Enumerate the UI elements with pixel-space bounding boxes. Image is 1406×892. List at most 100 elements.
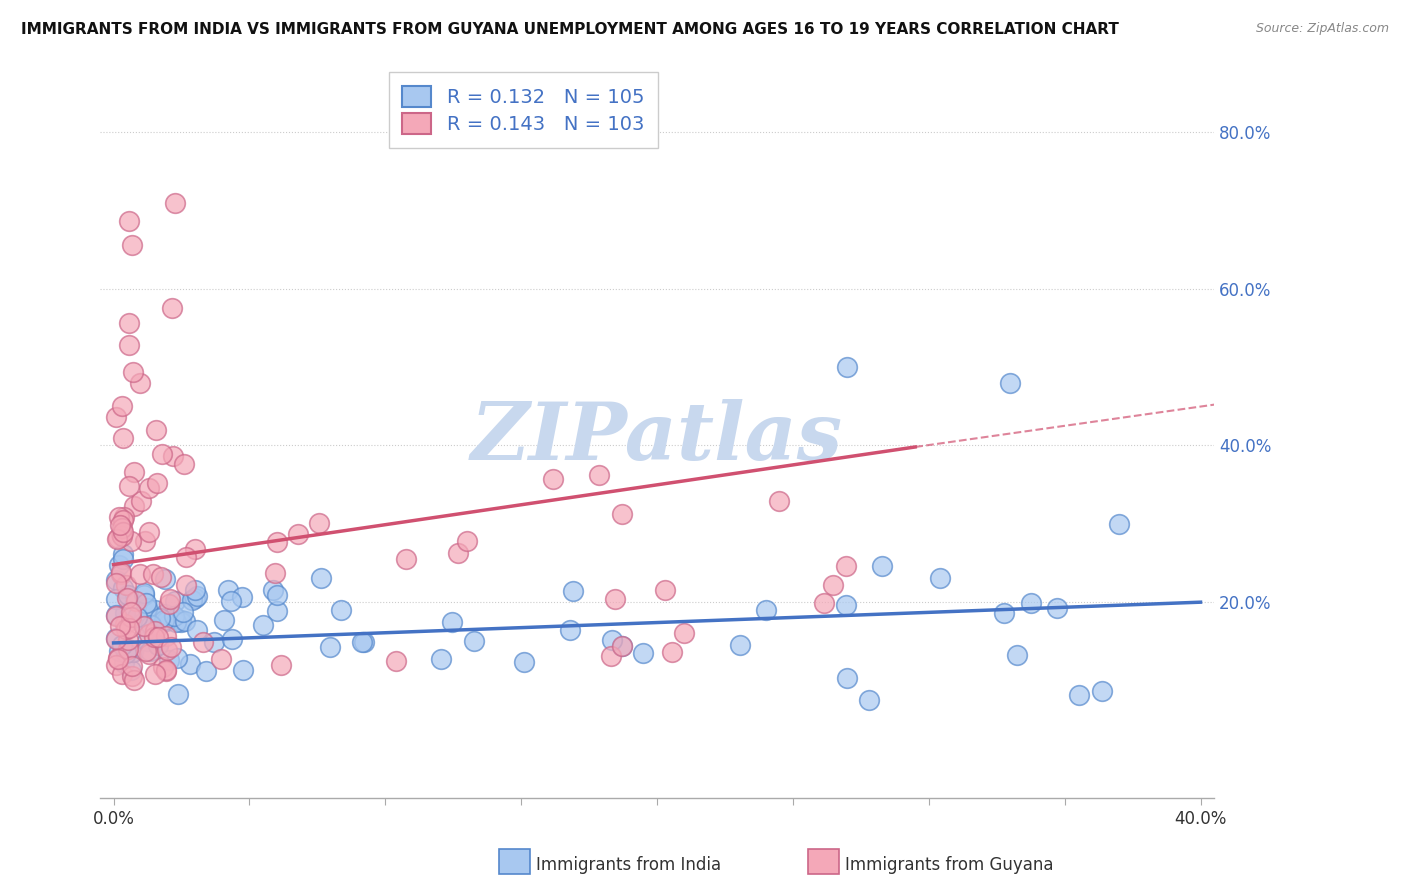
Point — [107, 652, 129, 666]
Point — [114, 646, 136, 660]
Point — [155, 614, 177, 628]
Point — [139, 618, 162, 632]
Point — [163, 608, 186, 623]
Point — [105, 409, 128, 424]
Point — [209, 652, 232, 666]
Point — [132, 586, 155, 600]
Point — [173, 457, 195, 471]
Point — [217, 583, 239, 598]
Point — [155, 629, 177, 643]
Point — [121, 237, 143, 252]
Point — [121, 645, 143, 659]
Point — [191, 635, 214, 649]
Point — [447, 546, 470, 560]
Point — [834, 598, 856, 612]
Point — [142, 566, 165, 581]
Point — [139, 643, 162, 657]
Point — [150, 570, 173, 584]
Point — [115, 622, 138, 636]
Point — [430, 652, 453, 666]
Point — [176, 549, 198, 564]
Point — [120, 605, 142, 619]
Point — [110, 518, 132, 533]
Text: ZIPatlas: ZIPatlas — [471, 399, 844, 476]
Point — [232, 663, 254, 677]
Point — [132, 619, 155, 633]
Point — [266, 588, 288, 602]
Point — [111, 399, 134, 413]
Point — [114, 578, 136, 592]
Point — [330, 603, 353, 617]
Point — [131, 615, 153, 630]
Point — [111, 552, 134, 566]
Point — [150, 447, 173, 461]
Point — [870, 558, 893, 573]
Point — [352, 634, 374, 648]
Point — [118, 621, 141, 635]
Point — [125, 594, 148, 608]
Point — [111, 521, 134, 535]
Point — [1000, 376, 1022, 390]
Point — [114, 617, 136, 632]
Point — [110, 565, 132, 579]
Point — [111, 581, 134, 595]
Text: Immigrants from Guyana: Immigrants from Guyana — [845, 856, 1053, 874]
Point — [105, 657, 128, 672]
Point — [135, 634, 157, 648]
Text: IMMIGRANTS FROM INDIA VS IMMIGRANTS FROM GUYANA UNEMPLOYMENT AMONG AGES 16 TO 19: IMMIGRANTS FROM INDIA VS IMMIGRANTS FROM… — [21, 22, 1119, 37]
Point — [122, 465, 145, 479]
Point — [181, 593, 204, 607]
Point — [835, 671, 858, 685]
Point — [1005, 648, 1028, 663]
Point — [110, 638, 132, 652]
Point — [221, 632, 243, 647]
Point — [105, 632, 128, 646]
Point — [1108, 516, 1130, 531]
Point — [107, 650, 129, 665]
Legend: R = 0.132   N = 105, R = 0.143   N = 103: R = 0.132 N = 105, R = 0.143 N = 103 — [388, 72, 658, 148]
Point — [136, 601, 159, 615]
Point — [155, 663, 177, 677]
Point — [117, 588, 139, 602]
Point — [166, 687, 188, 701]
Point — [107, 531, 129, 545]
Point — [120, 610, 142, 624]
Point — [755, 603, 778, 617]
Point — [146, 639, 169, 653]
Point — [105, 609, 128, 624]
Point — [118, 214, 141, 228]
Point — [184, 583, 207, 598]
Point — [157, 598, 180, 612]
Point — [184, 541, 207, 556]
Point — [135, 596, 157, 610]
Point — [1021, 596, 1043, 610]
Point — [112, 513, 135, 527]
Point — [146, 638, 169, 652]
Point — [610, 639, 633, 653]
Point — [112, 509, 135, 524]
Point — [1091, 684, 1114, 698]
Point — [114, 606, 136, 620]
Point — [176, 578, 198, 592]
Point — [118, 338, 141, 352]
Point — [159, 592, 181, 607]
Point — [129, 566, 152, 581]
Point — [1046, 600, 1069, 615]
Point — [153, 613, 176, 627]
Point — [107, 558, 129, 572]
Point — [186, 624, 208, 638]
Point — [111, 667, 134, 681]
Point — [270, 657, 292, 672]
Point — [155, 573, 177, 587]
Point — [252, 618, 274, 632]
Point — [768, 494, 790, 508]
Point — [138, 626, 160, 640]
Point — [121, 645, 143, 659]
Point — [166, 651, 188, 665]
Point — [156, 642, 179, 657]
Point — [108, 643, 131, 657]
Point — [835, 559, 858, 574]
Point — [120, 534, 142, 549]
Point — [111, 529, 134, 543]
Point — [160, 301, 183, 315]
